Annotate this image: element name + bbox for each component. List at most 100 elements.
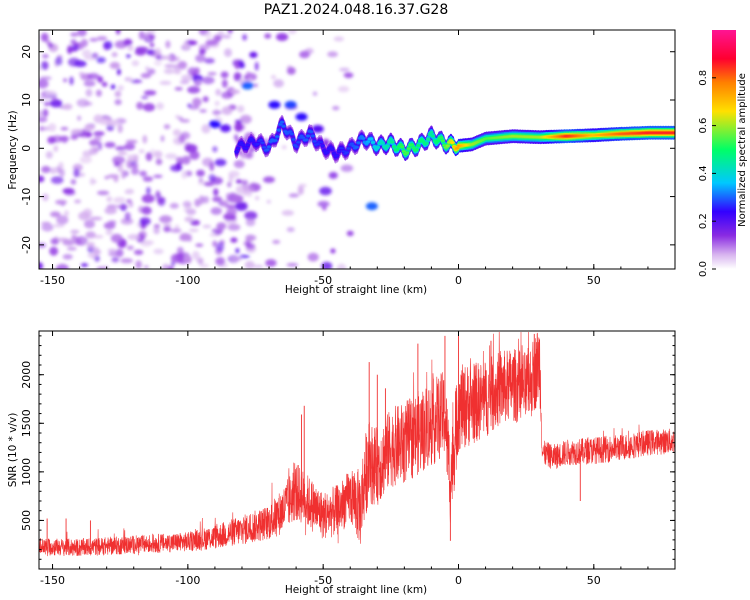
ridge-segment bbox=[315, 143, 320, 146]
spectrogram-noise bbox=[39, 30, 378, 269]
noise-blob bbox=[108, 220, 117, 225]
ridge-segment bbox=[331, 152, 337, 155]
noise-blob bbox=[126, 77, 133, 82]
noise-blob bbox=[147, 68, 156, 75]
noise-blob bbox=[171, 261, 175, 267]
noise-blob bbox=[143, 206, 150, 212]
ridge-segment bbox=[354, 146, 359, 149]
noise-blob bbox=[177, 60, 187, 70]
noise-blob bbox=[281, 145, 287, 150]
noise-blob bbox=[42, 108, 49, 118]
noise-blob bbox=[95, 89, 102, 97]
noise-blob bbox=[188, 105, 200, 110]
noise-blob bbox=[130, 79, 143, 84]
noise-blob bbox=[143, 265, 149, 269]
noise-blob bbox=[126, 245, 134, 251]
noise-blob bbox=[85, 131, 93, 138]
noise-blob bbox=[234, 122, 244, 132]
ridge-segment bbox=[429, 131, 434, 134]
noise-blob bbox=[183, 255, 192, 264]
noise-blob bbox=[120, 217, 134, 225]
noise-blob bbox=[172, 129, 181, 137]
ridge-segment bbox=[426, 138, 431, 141]
noise-blob bbox=[96, 36, 108, 41]
chart-title: PAZ1.2024.048.16.37.G28 bbox=[264, 2, 449, 18]
noise-blob bbox=[110, 84, 116, 90]
noise-blob bbox=[220, 124, 231, 133]
noise-blob bbox=[94, 134, 102, 142]
noise-blob bbox=[245, 71, 251, 80]
noise-blob bbox=[117, 85, 124, 91]
ridge-segment bbox=[361, 137, 366, 140]
snr-panel: -150 -100 -50 0 50 500 1000 1500 2000 Height of… bbox=[7, 330, 676, 596]
noise-blob bbox=[149, 42, 155, 48]
noise-blob bbox=[203, 181, 215, 187]
noise-blob bbox=[41, 223, 54, 232]
noise-blob bbox=[142, 176, 153, 182]
ridge-segment bbox=[424, 142, 429, 145]
noise-blob bbox=[58, 162, 64, 170]
noise-blob bbox=[195, 54, 206, 63]
noise-blob bbox=[153, 174, 163, 178]
ridge-segment bbox=[430, 135, 436, 138]
spectral-blob bbox=[208, 120, 221, 129]
noise-blob bbox=[91, 52, 99, 59]
noise-blob bbox=[41, 61, 49, 70]
noise-blob bbox=[87, 73, 100, 80]
top-x-ticks: -150 -100 -50 0 50 bbox=[40, 30, 676, 287]
noise-blob bbox=[219, 200, 229, 207]
noise-blob bbox=[124, 143, 136, 151]
noise-blob bbox=[89, 177, 95, 186]
noise-blob bbox=[114, 90, 122, 98]
noise-blob bbox=[317, 200, 330, 208]
ridge-segment bbox=[330, 148, 335, 151]
noise-blob bbox=[63, 78, 68, 83]
ridge-segment bbox=[421, 140, 426, 143]
noise-blob bbox=[133, 154, 139, 164]
noise-blob bbox=[179, 119, 190, 123]
noise-blob bbox=[89, 37, 99, 42]
noise-blob bbox=[121, 169, 126, 179]
x-tick-label: -50 bbox=[314, 274, 332, 287]
noise-blob bbox=[78, 211, 91, 221]
noise-blob bbox=[69, 76, 74, 86]
noise-blob bbox=[117, 151, 128, 156]
ridge-segment bbox=[452, 145, 457, 148]
noise-blob bbox=[138, 149, 145, 154]
noise-blob bbox=[87, 246, 100, 251]
noise-blob bbox=[192, 97, 202, 107]
noise-blob bbox=[155, 190, 161, 197]
colorbar-tick-label: 0.4 bbox=[698, 165, 709, 181]
spectral-blob bbox=[295, 112, 308, 121]
noise-blob bbox=[227, 223, 241, 231]
ridge-segment bbox=[369, 137, 374, 140]
x-tick-label: 50 bbox=[587, 274, 601, 287]
ridge-segment bbox=[378, 140, 384, 143]
ridge-segment bbox=[398, 143, 403, 146]
noise-blob bbox=[190, 219, 201, 226]
noise-blob bbox=[76, 98, 90, 108]
noise-blob bbox=[47, 42, 54, 48]
noise-blob bbox=[186, 208, 197, 216]
ridge-segment bbox=[250, 139, 255, 142]
noise-blob bbox=[47, 136, 56, 144]
y-tick-label: 2000 bbox=[20, 361, 33, 389]
y-tick-label: 500 bbox=[20, 510, 33, 531]
noise-blob bbox=[346, 230, 354, 237]
ridge-segment bbox=[336, 150, 342, 153]
noise-blob bbox=[214, 35, 222, 41]
noise-blob bbox=[321, 261, 333, 269]
noise-blob bbox=[129, 200, 133, 208]
noise-blob bbox=[39, 126, 44, 132]
noise-blob bbox=[53, 145, 59, 153]
noise-blob bbox=[60, 127, 69, 131]
noise-blob bbox=[126, 54, 131, 59]
ridge-segment bbox=[439, 136, 444, 139]
noise-blob bbox=[142, 103, 156, 112]
ridge-segment bbox=[320, 144, 325, 147]
noise-blob bbox=[97, 76, 104, 83]
noise-blob bbox=[188, 228, 199, 232]
noise-blob bbox=[105, 229, 113, 236]
noise-blob bbox=[154, 47, 162, 57]
noise-blob bbox=[115, 30, 121, 35]
